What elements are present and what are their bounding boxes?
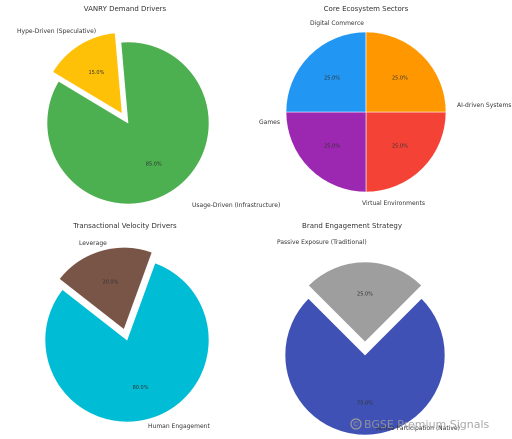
pie-slice-active-participation-native	[284, 298, 446, 436]
slice-category-label: Leverage	[79, 240, 107, 247]
slice-category-label: AI-driven Systems	[457, 102, 511, 109]
slice-value-label: 85.0%	[146, 162, 162, 168]
slice-value-label: 25.0%	[392, 143, 408, 149]
slice-category-label: Hype-Driven (Speculative)	[17, 28, 96, 35]
pie-slice-virtual-environments	[285, 111, 367, 193]
pie-slice-passive-exposure-traditional	[308, 261, 422, 343]
pie-charts-grid: VANRY Demand Drivers 85.0% Usage-Driven (I…	[17, 5, 511, 436]
slice-value-label: 25.0%	[357, 292, 373, 298]
slice-value-label: 20.0%	[102, 280, 118, 286]
svg-text:©: ©	[353, 421, 360, 429]
slice-category-label: Usage-Driven (Infrastructure)	[192, 202, 280, 209]
pie-slice-games	[285, 31, 367, 113]
slice-category-label: Games	[259, 119, 280, 126]
pie-slice-hype-driven-speculative	[52, 32, 123, 115]
slice-value-label: 75.0%	[357, 401, 373, 407]
pie-slice-leverage	[58, 247, 153, 330]
pie-chart-transactional-velocity-drivers: Transactional Velocity Drivers 80.0% Human…	[44, 222, 210, 430]
pie-slice-ai-driven-systems	[365, 111, 447, 193]
pie-slice-usage-driven-infrastructure	[46, 41, 210, 205]
slice-value-label: 25.0%	[392, 76, 408, 82]
watermark-text: BGSE Premium Signals	[364, 418, 490, 431]
slice-value-label: 25.0%	[324, 143, 340, 149]
slice-category-label: Passive Exposure (Traditional)	[277, 239, 367, 246]
chart-title: VANRY Demand Drivers	[84, 5, 167, 13]
pie-chart-brand-engagement-strategy: Brand Engagement Strategy 75.0% Active Par…	[277, 222, 460, 436]
slice-category-label: Active Participation (Native)	[376, 425, 460, 432]
slice-category-label: Human Engagement	[148, 423, 210, 430]
pie-slice-human-engagement	[44, 262, 210, 423]
slice-category-label: Digital Commerce	[310, 20, 364, 27]
chart-title: Transactional Velocity Drivers	[72, 222, 177, 230]
watermark: © BGSE Premium Signals	[350, 418, 490, 431]
slice-category-label: Virtual Environments	[362, 200, 425, 207]
chart-title: Core Ecosystem Sectors	[324, 5, 409, 13]
copyright-icon: ©	[350, 418, 362, 430]
pie-chart-vanry-demand-drivers: VANRY Demand Drivers 85.0% Usage-Driven (I…	[17, 5, 280, 209]
chart-title: Brand Engagement Strategy	[302, 222, 402, 230]
slice-value-label: 15.0%	[88, 70, 104, 76]
pie-slice-digital-commerce	[365, 31, 447, 113]
pie-chart-core-ecosystem-sectors: Core Ecosystem Sectors 25.0% AI-driven Sys…	[259, 5, 511, 207]
slice-value-label: 80.0%	[133, 385, 149, 391]
slice-value-label: 25.0%	[324, 76, 340, 82]
